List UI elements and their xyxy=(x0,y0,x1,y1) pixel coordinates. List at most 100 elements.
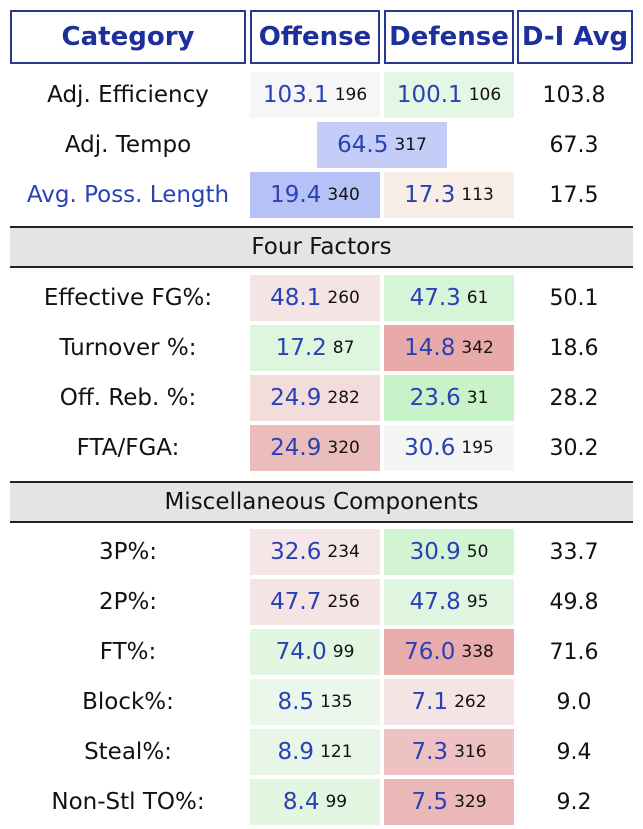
defense-rank: 31 xyxy=(466,388,489,408)
d1-avg-value: 17.5 xyxy=(549,182,599,208)
row-label: FT%: xyxy=(99,639,157,665)
offense-cell: 8.5 135 xyxy=(250,679,380,725)
offense-cell: 19.4 340 xyxy=(250,172,380,218)
offense-rank: 121 xyxy=(320,742,353,762)
defense-rank: 106 xyxy=(468,85,502,105)
row-label: 2P%: xyxy=(98,589,158,615)
defense-cell: 30.9 50 xyxy=(384,529,514,575)
defense-value: 47.3 xyxy=(409,285,461,311)
defense-rank: 342 xyxy=(461,338,494,358)
d1-avg-value: 103.8 xyxy=(542,82,606,108)
offense-value: 103.1 xyxy=(262,82,329,108)
tempo-cell: 64.5 317 xyxy=(317,122,447,168)
offense-cell: 8.4 99 xyxy=(250,779,380,825)
offense-value: 8.4 xyxy=(282,789,320,815)
row-label: Block%: xyxy=(82,689,174,715)
row-block: Block%: 8.5 135 7.1 262 9.0 xyxy=(0,679,643,725)
defense-value: 23.6 xyxy=(409,385,461,411)
offense-cell: 74.0 99 xyxy=(250,629,380,675)
defense-value: 30.9 xyxy=(409,539,461,565)
offense-value: 47.7 xyxy=(270,589,322,615)
defense-value: 14.8 xyxy=(404,335,456,361)
defense-cell: 7.3 316 xyxy=(384,729,514,775)
defense-value: 7.5 xyxy=(411,789,449,815)
row-steal: Steal%: 8.9 121 7.3 316 9.4 xyxy=(0,729,643,775)
section-four-factors: Four Factors xyxy=(10,226,633,268)
d1-avg-value: 9.0 xyxy=(556,689,592,715)
defense-rank: 95 xyxy=(466,592,489,612)
offense-rank: 87 xyxy=(332,338,355,358)
defense-value: 30.6 xyxy=(404,435,456,461)
row-avg-poss-length: Avg. Poss. Length 19.4 340 17.3 113 17.5 xyxy=(0,172,643,218)
offense-cell: 8.9 121 xyxy=(250,729,380,775)
offense-rank: 99 xyxy=(332,642,355,662)
defense-cell: 100.1 106 xyxy=(384,72,514,118)
defense-cell: 23.6 31 xyxy=(384,375,514,421)
defense-rank: 329 xyxy=(454,792,487,812)
offense-cell: 24.9 282 xyxy=(250,375,380,421)
offense-value: 8.9 xyxy=(277,739,315,765)
offense-rank: 320 xyxy=(327,438,360,458)
d1-avg-value: 9.4 xyxy=(556,739,592,765)
d1-avg-value: 50.1 xyxy=(549,285,599,311)
defense-value: 7.1 xyxy=(411,689,449,715)
row-label: FTA/FGA: xyxy=(76,435,180,461)
d1-avg-value: 18.6 xyxy=(549,335,599,361)
tempo-rank: 317 xyxy=(394,135,427,155)
defense-cell: 14.8 342 xyxy=(384,325,514,371)
offense-rank: 260 xyxy=(327,288,360,308)
defense-rank: 195 xyxy=(461,438,494,458)
row-adj-tempo: Adj. Tempo 64.5 317 67.3 xyxy=(0,122,643,168)
offense-cell: 47.7 256 xyxy=(250,579,380,625)
defense-rank: 50 xyxy=(466,542,489,562)
row-adj-efficiency: Adj. Efficiency 103.1 196 100.1 106 103.8 xyxy=(0,72,643,118)
row-non-stl-to: Non-Stl TO%: 8.4 99 7.5 329 9.2 xyxy=(0,779,643,825)
row-label: Adj. Efficiency xyxy=(47,82,209,108)
offense-rank: 196 xyxy=(334,85,368,105)
offense-value: 48.1 xyxy=(270,285,322,311)
d1-avg-value: 49.8 xyxy=(549,589,599,615)
row-label: Effective FG%: xyxy=(43,285,213,311)
offense-cell: 24.9 320 xyxy=(250,425,380,471)
offense-rank: 234 xyxy=(327,542,360,562)
defense-cell: 17.3 113 xyxy=(384,172,514,218)
offense-rank: 135 xyxy=(320,692,353,712)
defense-value: 100.1 xyxy=(396,82,463,108)
defense-value: 17.3 xyxy=(404,182,456,208)
header-defense: Defense xyxy=(384,10,514,64)
defense-value: 7.3 xyxy=(411,739,449,765)
defense-cell: 30.6 195 xyxy=(384,425,514,471)
offense-cell: 103.1 196 xyxy=(250,72,380,118)
offense-value: 24.9 xyxy=(270,385,322,411)
defense-rank: 61 xyxy=(466,288,489,308)
offense-value: 74.0 xyxy=(275,639,327,665)
offense-rank: 99 xyxy=(325,792,348,812)
defense-rank: 338 xyxy=(461,642,494,662)
offense-value: 24.9 xyxy=(270,435,322,461)
row-effective-fg: Effective FG%: 48.1 260 47.3 61 50.1 xyxy=(0,275,643,321)
defense-cell: 7.1 262 xyxy=(384,679,514,725)
defense-rank: 316 xyxy=(454,742,487,762)
defense-cell: 47.3 61 xyxy=(384,275,514,321)
offense-cell: 17.2 87 xyxy=(250,325,380,371)
defense-cell: 47.8 95 xyxy=(384,579,514,625)
row-label: Steal%: xyxy=(84,739,172,765)
row-label: Non-Stl TO%: xyxy=(51,789,205,815)
row-3p: 3P%: 32.6 234 30.9 50 33.7 xyxy=(0,529,643,575)
offense-value: 32.6 xyxy=(270,539,322,565)
offense-rank: 282 xyxy=(327,388,360,408)
d1-avg-value: 71.6 xyxy=(549,639,599,665)
row-label: Off. Reb. %: xyxy=(59,385,197,411)
tempo-value: 64.5 xyxy=(337,132,389,158)
defense-rank: 113 xyxy=(461,185,494,205)
header-category: Category xyxy=(10,10,246,64)
header-d1-avg: D-I Avg xyxy=(517,10,633,64)
row-off-reb: Off. Reb. %: 24.9 282 23.6 31 28.2 xyxy=(0,375,643,421)
offense-rank: 256 xyxy=(327,592,360,612)
d1-avg-value: 9.2 xyxy=(556,789,592,815)
defense-cell: 7.5 329 xyxy=(384,779,514,825)
row-label-link[interactable]: Avg. Poss. Length xyxy=(26,182,230,208)
defense-value: 47.8 xyxy=(409,589,461,615)
row-2p: 2P%: 47.7 256 47.8 95 49.8 xyxy=(0,579,643,625)
